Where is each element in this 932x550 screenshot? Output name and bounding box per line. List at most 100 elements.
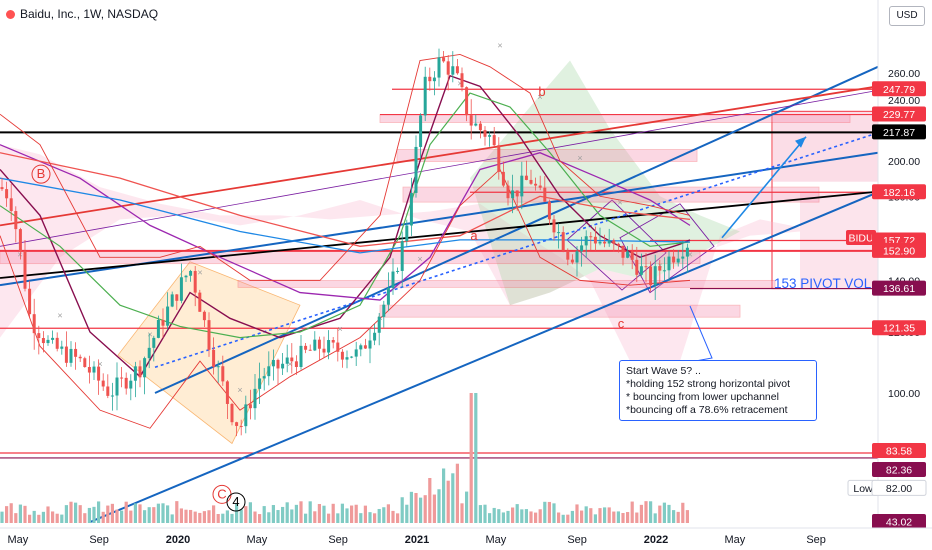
candle bbox=[138, 360, 142, 388]
volume-bar bbox=[14, 513, 18, 523]
moving-average bbox=[0, 74, 691, 378]
trend-line bbox=[89, 191, 879, 524]
candle bbox=[409, 177, 413, 237]
candle bbox=[189, 269, 193, 282]
moving-average bbox=[0, 152, 691, 247]
candle bbox=[575, 246, 579, 277]
svg-text:×: × bbox=[457, 78, 462, 88]
candle bbox=[488, 131, 492, 147]
volume-bar bbox=[405, 504, 409, 523]
svg-text:Sep: Sep bbox=[328, 534, 348, 546]
time-tick-label: May bbox=[246, 534, 267, 546]
candle bbox=[327, 330, 331, 360]
candle bbox=[616, 242, 620, 253]
volume-bar bbox=[221, 513, 225, 523]
diamond-pattern bbox=[566, 199, 667, 291]
volume-bar bbox=[120, 510, 124, 523]
volume-bar bbox=[322, 505, 326, 523]
candle bbox=[644, 253, 648, 283]
svg-text:×: × bbox=[337, 324, 342, 334]
volume-bar bbox=[681, 502, 685, 523]
volume-bar bbox=[23, 505, 27, 523]
volume-bar bbox=[423, 495, 427, 523]
candle bbox=[294, 355, 298, 375]
candle bbox=[414, 135, 418, 198]
psar-marker: × bbox=[617, 198, 622, 208]
svg-text:2020: 2020 bbox=[166, 534, 190, 546]
svg-text:82.36: 82.36 bbox=[886, 464, 912, 476]
candle bbox=[267, 351, 271, 386]
volume-bar bbox=[386, 504, 390, 523]
volume-bar bbox=[451, 473, 455, 523]
candle bbox=[276, 358, 280, 386]
svg-text:121.35: 121.35 bbox=[883, 323, 915, 335]
psar-marker: × bbox=[497, 40, 502, 50]
volume-bar bbox=[432, 494, 436, 523]
volume-bar bbox=[156, 503, 160, 523]
volume-bar bbox=[51, 511, 55, 523]
candle bbox=[432, 71, 436, 96]
price-label: 152.90 bbox=[872, 242, 926, 258]
volume-bar bbox=[382, 507, 386, 523]
candle bbox=[166, 292, 170, 330]
note-line: * bouncing from lower upchannel bbox=[626, 391, 779, 403]
candle bbox=[662, 257, 666, 281]
volume-bar bbox=[262, 506, 266, 523]
analysis-note-box: Start Wave 5? .. *holding 152 strong hor… bbox=[619, 360, 817, 421]
bollinger-band bbox=[0, 53, 691, 281]
volume-bar bbox=[0, 511, 4, 523]
candle bbox=[161, 308, 165, 338]
candle bbox=[345, 350, 349, 369]
volume-bar bbox=[520, 509, 524, 523]
candle bbox=[630, 244, 634, 270]
axis-tick-label: 240.00 bbox=[888, 95, 920, 107]
volume-bar bbox=[584, 506, 588, 523]
candle bbox=[92, 361, 96, 380]
wave-label: C bbox=[212, 484, 232, 504]
candle bbox=[216, 360, 220, 383]
candle bbox=[156, 315, 160, 339]
candle bbox=[515, 190, 519, 211]
projection-zone bbox=[773, 111, 878, 182]
candle bbox=[469, 99, 473, 140]
volume-bar bbox=[396, 513, 400, 523]
svg-text:May: May bbox=[485, 534, 506, 546]
volume-bar bbox=[28, 514, 32, 523]
volume-bar bbox=[55, 513, 59, 523]
candle bbox=[446, 55, 450, 91]
volume-bar bbox=[658, 505, 662, 523]
candle bbox=[501, 161, 505, 188]
wave-label: a bbox=[470, 228, 478, 243]
price-zone bbox=[379, 304, 741, 318]
volume-bar bbox=[281, 506, 285, 523]
candle bbox=[299, 335, 303, 370]
note-line: Start Wave 5? .. bbox=[626, 365, 701, 377]
volume-bar bbox=[400, 497, 404, 523]
svg-text:×: × bbox=[617, 198, 622, 208]
candle bbox=[51, 330, 55, 344]
candle bbox=[350, 356, 354, 359]
time-tick-label: May bbox=[7, 534, 28, 546]
svg-text:C: C bbox=[217, 486, 226, 501]
volume-bar bbox=[129, 510, 133, 523]
currency-button[interactable]: USD bbox=[889, 6, 925, 26]
candle bbox=[170, 291, 174, 308]
volume-bar bbox=[359, 513, 363, 523]
candle bbox=[603, 234, 607, 248]
svg-text:200.00: 200.00 bbox=[888, 156, 920, 168]
volume-bar bbox=[644, 501, 648, 523]
volume-bar bbox=[373, 513, 377, 523]
volume-bar bbox=[497, 509, 501, 523]
candle bbox=[143, 356, 147, 395]
volume-bar bbox=[313, 511, 317, 523]
volume-bar bbox=[92, 506, 96, 523]
trend-line bbox=[154, 131, 881, 369]
price-zone bbox=[237, 279, 776, 288]
psar-marker: × bbox=[537, 92, 542, 102]
price-label: 136.61 bbox=[872, 280, 926, 296]
volume-bar bbox=[639, 504, 643, 523]
psar-marker: × bbox=[577, 153, 582, 163]
